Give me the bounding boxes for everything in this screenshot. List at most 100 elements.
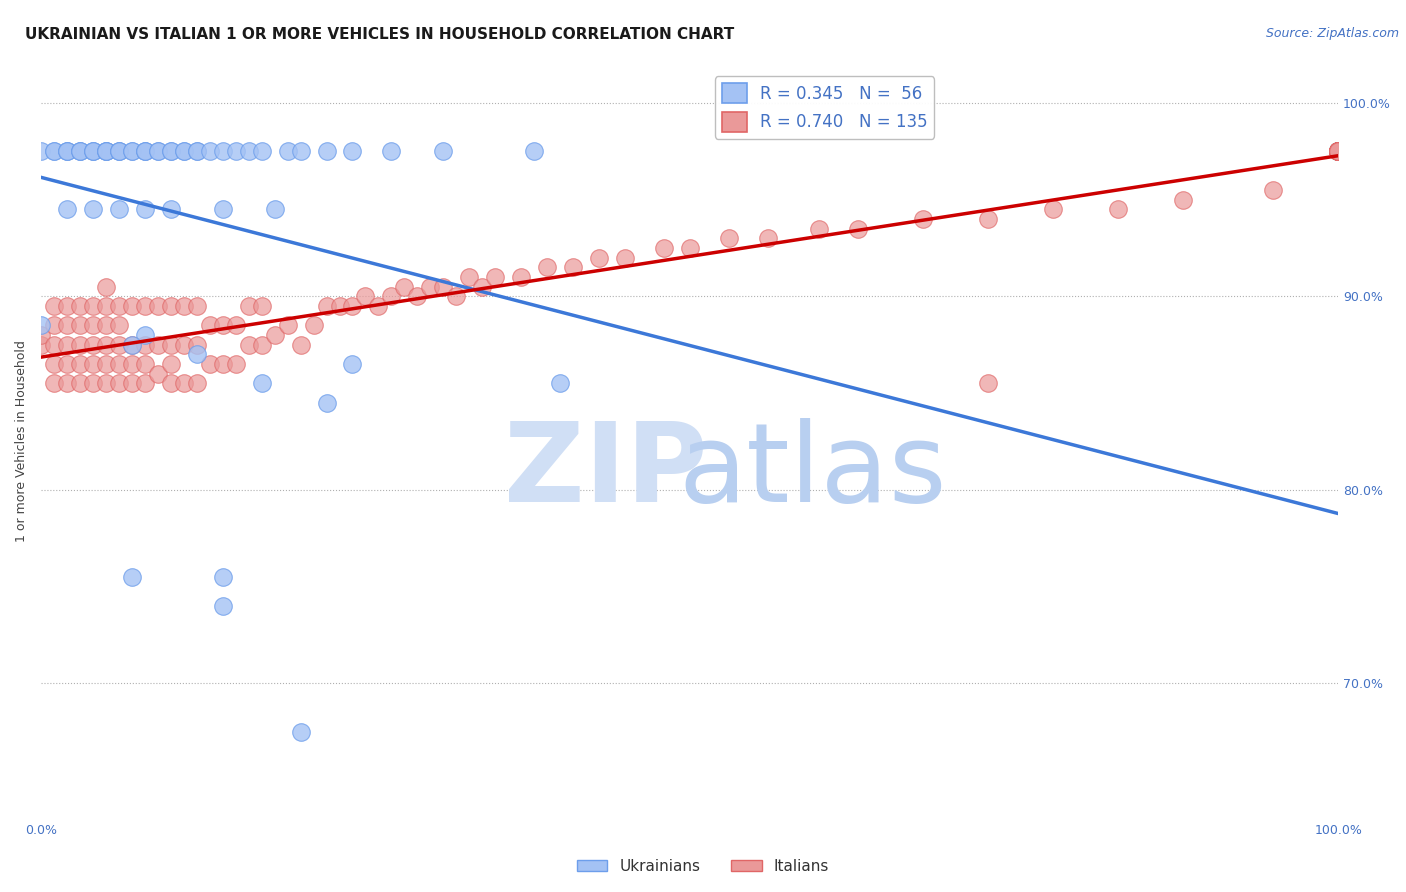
Point <box>146 337 169 351</box>
Point <box>446 289 468 303</box>
Point <box>69 144 91 158</box>
Point <box>250 144 273 158</box>
Point <box>367 299 389 313</box>
Point <box>94 337 117 351</box>
Point <box>354 289 377 303</box>
Point <box>82 376 104 391</box>
Point <box>56 299 79 313</box>
Point <box>1327 144 1350 158</box>
Point <box>328 299 350 313</box>
Point <box>121 376 143 391</box>
Point <box>290 337 312 351</box>
Point <box>238 337 260 351</box>
Point <box>108 202 131 217</box>
Point <box>315 299 337 313</box>
Point <box>56 144 79 158</box>
Point <box>1327 144 1350 158</box>
Point <box>108 144 131 158</box>
Point <box>250 299 273 313</box>
Point <box>484 270 506 285</box>
Point <box>977 211 1000 226</box>
Point <box>146 367 169 381</box>
Point <box>146 299 169 313</box>
Point <box>1327 144 1350 158</box>
Point <box>432 144 454 158</box>
Point <box>250 337 273 351</box>
Point <box>134 202 156 217</box>
Point <box>82 318 104 333</box>
Point <box>394 279 416 293</box>
Point <box>342 144 364 158</box>
Point <box>1327 144 1350 158</box>
Point <box>94 299 117 313</box>
Point <box>1327 144 1350 158</box>
Point <box>315 396 337 410</box>
Point <box>30 328 52 343</box>
Point <box>1107 202 1129 217</box>
Point <box>225 357 247 371</box>
Point <box>225 318 247 333</box>
Point <box>277 318 299 333</box>
Point <box>44 337 66 351</box>
Point <box>56 357 79 371</box>
Point <box>1327 144 1350 158</box>
Point <box>652 241 675 255</box>
Point <box>290 725 312 739</box>
Point <box>211 357 233 371</box>
Point <box>160 376 183 391</box>
Legend: R = 0.345   N =  56, R = 0.740   N = 135: R = 0.345 N = 56, R = 0.740 N = 135 <box>716 76 935 138</box>
Point <box>1327 144 1350 158</box>
Point <box>1327 144 1350 158</box>
Point <box>1327 144 1350 158</box>
Point <box>186 144 208 158</box>
Point <box>211 318 233 333</box>
Point <box>315 144 337 158</box>
Point <box>146 144 169 158</box>
Text: atlas: atlas <box>679 418 948 525</box>
Point <box>679 241 702 255</box>
Text: Source: ZipAtlas.com: Source: ZipAtlas.com <box>1265 27 1399 40</box>
Point <box>82 144 104 158</box>
Point <box>56 376 79 391</box>
Point <box>160 357 183 371</box>
Point <box>380 289 402 303</box>
Point <box>419 279 441 293</box>
Point <box>1327 144 1350 158</box>
Point <box>30 337 52 351</box>
Point <box>342 299 364 313</box>
Point <box>186 144 208 158</box>
Point <box>134 337 156 351</box>
Point <box>94 376 117 391</box>
Point <box>225 144 247 158</box>
Point <box>94 144 117 158</box>
Point <box>69 144 91 158</box>
Point <box>1327 144 1350 158</box>
Point <box>94 144 117 158</box>
Point <box>186 299 208 313</box>
Point <box>134 144 156 158</box>
Point <box>1327 144 1350 158</box>
Point <box>263 202 285 217</box>
Point <box>1327 144 1350 158</box>
Point <box>717 231 740 245</box>
Point <box>186 376 208 391</box>
Point <box>1327 144 1350 158</box>
Point <box>56 202 79 217</box>
Point <box>173 299 195 313</box>
Point <box>510 270 533 285</box>
Point <box>588 251 610 265</box>
Point <box>56 337 79 351</box>
Point <box>536 260 558 275</box>
Point <box>44 376 66 391</box>
Point <box>198 357 221 371</box>
Point <box>160 299 183 313</box>
Point <box>69 357 91 371</box>
Point <box>1327 144 1350 158</box>
Point <box>238 144 260 158</box>
Point <box>406 289 429 303</box>
Point <box>44 299 66 313</box>
Point <box>1327 144 1350 158</box>
Point <box>912 211 935 226</box>
Point <box>30 318 52 333</box>
Point <box>134 376 156 391</box>
